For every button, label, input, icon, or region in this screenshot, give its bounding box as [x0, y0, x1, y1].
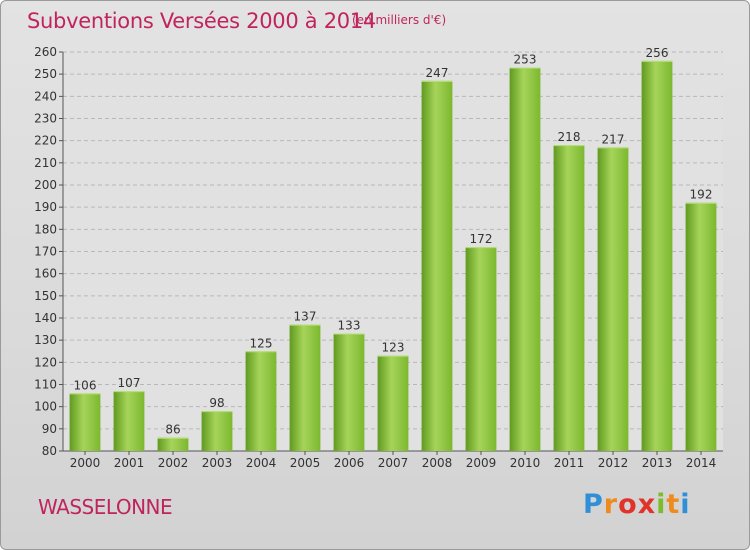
bar [333, 333, 365, 451]
data-label: 107 [118, 376, 141, 390]
commune-name: WASSELONNE [38, 495, 173, 519]
y-tick-label: 200 [34, 178, 57, 192]
bar [69, 393, 101, 451]
y-tick-label: 110 [34, 378, 57, 392]
y-tick-label: 230 [34, 112, 57, 126]
data-label: 192 [690, 188, 713, 202]
bar [113, 391, 145, 451]
data-label: 137 [294, 310, 317, 324]
x-tick-label: 2003 [202, 456, 233, 470]
x-tick-label: 2010 [510, 456, 541, 470]
bar [245, 351, 277, 451]
y-tick-label: 250 [34, 67, 57, 81]
y-tick-label: 150 [34, 289, 57, 303]
logo-letter: i [680, 489, 691, 520]
data-label: 98 [209, 396, 224, 410]
y-tick-label: 140 [34, 311, 57, 325]
x-tick-label: 2007 [378, 456, 409, 470]
data-label: 256 [646, 46, 669, 60]
x-tick-label: 2011 [554, 456, 585, 470]
data-label: 247 [426, 66, 449, 80]
data-label: 172 [470, 232, 493, 246]
y-tick-label: 260 [34, 45, 57, 59]
bar [553, 145, 585, 451]
y-tick-label: 130 [34, 333, 57, 347]
chart-subtitle: (en milliers d'€) [352, 13, 447, 27]
logo-letter: t [666, 489, 681, 520]
data-label: 218 [558, 130, 581, 144]
y-tick-label: 170 [34, 245, 57, 259]
chart-title: Subventions Versées 2000 à 2014 [27, 9, 376, 33]
y-tick-label: 240 [34, 89, 57, 103]
x-tick-label: 2004 [246, 456, 277, 470]
proxiti-logo: Proxiti [583, 489, 691, 520]
y-tick-label: 210 [34, 156, 57, 170]
x-tick-label: 2002 [158, 456, 189, 470]
bar [157, 437, 189, 451]
bar [421, 80, 453, 452]
bar [509, 67, 541, 452]
data-label: 123 [382, 341, 405, 355]
x-tick-label: 2005 [290, 456, 321, 470]
y-tick-label: 190 [34, 200, 57, 214]
data-label: 125 [250, 336, 273, 350]
data-label: 86 [165, 423, 180, 437]
logo-letter: P [583, 489, 604, 520]
bar [685, 202, 717, 451]
data-label: 106 [74, 378, 97, 392]
data-label: 133 [338, 319, 361, 333]
logo-letter: r [603, 489, 619, 520]
y-tick-label: 120 [34, 355, 57, 369]
logo-letter: o [618, 489, 638, 520]
y-tick-label: 100 [34, 400, 57, 414]
x-tick-label: 2000 [70, 456, 101, 470]
logo-letter: i [656, 489, 667, 520]
x-tick-label: 2001 [114, 456, 145, 470]
y-tick-label: 160 [34, 267, 57, 281]
bar [465, 247, 497, 451]
bar [289, 324, 321, 451]
bar [597, 147, 629, 452]
bar [641, 60, 673, 451]
x-tick-label: 2006 [334, 456, 365, 470]
y-tick-label: 80 [42, 444, 57, 458]
x-tick-label: 2014 [686, 456, 717, 470]
bar [201, 411, 233, 451]
x-tick-label: 2009 [466, 456, 497, 470]
x-tick-label: 2013 [642, 456, 673, 470]
y-tick-label: 90 [42, 422, 57, 436]
x-tick-label: 2012 [598, 456, 629, 470]
logo-letter: x [637, 489, 657, 520]
y-tick-label: 220 [34, 134, 57, 148]
data-label: 253 [514, 53, 537, 67]
bar [377, 355, 409, 451]
y-tick-label: 180 [34, 222, 57, 236]
x-tick-label: 2008 [422, 456, 453, 470]
data-label: 217 [602, 132, 625, 146]
